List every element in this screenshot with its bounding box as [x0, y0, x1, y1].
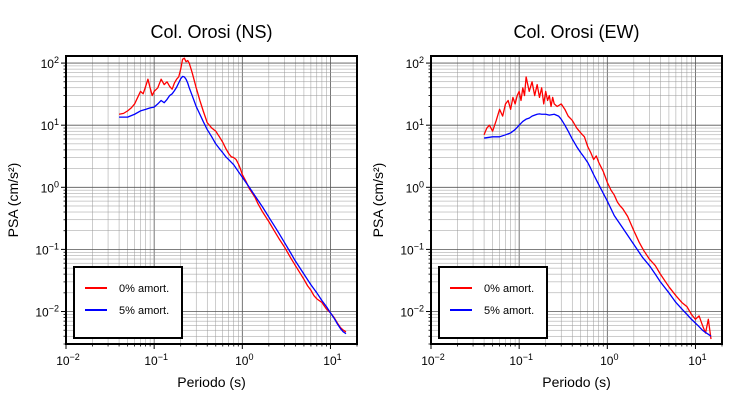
y-tick-label: 10−1 — [35, 241, 59, 257]
x-axis-label: Periodo (s) — [542, 374, 610, 390]
x-tick-label: 101 — [688, 352, 706, 368]
plot-frame — [65, 55, 358, 345]
legend-box — [438, 266, 548, 339]
legend: 0% amort. 5% amort. — [73, 266, 183, 339]
series-line-damping-5 — [119, 75, 347, 335]
chart-ew: 10−2 10−1 100 101 10−2 10−1 100 101 102 Col. Oros… — [370, 22, 723, 390]
y-axis-label: PSA (cm/s²) — [370, 163, 386, 238]
chart-title: Col. Orosi (EW) — [514, 22, 640, 42]
y-axis-label: PSA (cm/s²) — [5, 163, 21, 238]
legend-label: 0% amort. — [484, 283, 534, 295]
y-tick-label: 101 — [41, 117, 59, 133]
y-tick-label: 10−2 — [400, 304, 424, 320]
y-tick-label: 100 — [406, 179, 424, 195]
legend-label: 5% amort. — [119, 305, 169, 317]
series-line-damping-0 — [118, 57, 347, 333]
chart-ns: 10−2 10−1 100 101 10−2 10−1 100 101 102 Col. Oros… — [5, 22, 358, 390]
y-tick-label: 101 — [406, 117, 424, 133]
legend-box — [73, 266, 183, 339]
x-tick-label: 101 — [323, 352, 341, 368]
series-line-damping-5 — [483, 113, 712, 337]
legend-label: 0% amort. — [119, 283, 169, 295]
legend: 0% amort. 5% amort. — [438, 266, 548, 339]
x-tick-label: 10−2 — [56, 352, 80, 368]
y-tick-label: 102 — [41, 55, 59, 71]
x-tick-label: 100 — [600, 352, 618, 368]
y-tick-label: 100 — [41, 179, 59, 195]
x-tick-label: 100 — [235, 352, 253, 368]
plot-frame — [430, 55, 723, 345]
x-axis-label: Periodo (s) — [177, 374, 245, 390]
chart-title: Col. Orosi (NS) — [150, 22, 272, 42]
x-tick-label: 10−1 — [509, 352, 533, 368]
series-line-damping-0 — [483, 76, 712, 340]
y-tick-label: 10−1 — [400, 241, 424, 257]
y-tick-label: 10−2 — [35, 304, 59, 320]
x-tick-label: 10−2 — [421, 352, 445, 368]
legend-label: 5% amort. — [484, 305, 534, 317]
x-tick-label: 10−1 — [144, 352, 168, 368]
y-tick-label: 102 — [406, 55, 424, 71]
